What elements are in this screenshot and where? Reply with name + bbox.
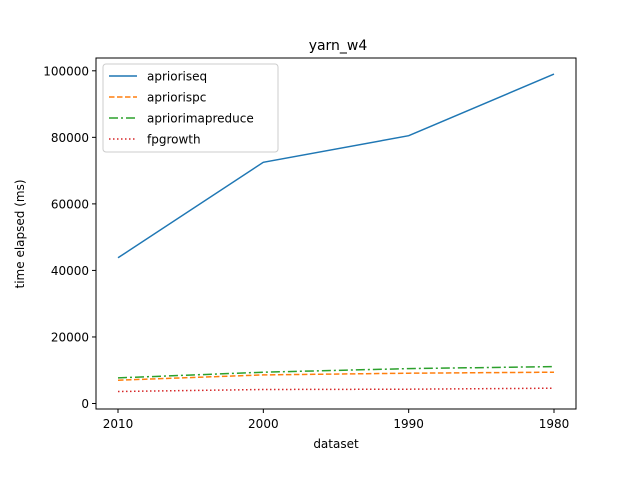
- y-tick-label: 80000: [51, 131, 89, 145]
- plot-area: [117, 73, 555, 393]
- series-line-apriorispc: [117, 371, 555, 381]
- legend: aprioriseq apriorispc apriorimapreduce fpgr…: [102, 63, 279, 153]
- y-tick-label: 60000: [51, 197, 89, 211]
- x-tick-label: 1980: [539, 417, 570, 431]
- x-tick-label: 2010: [103, 417, 134, 431]
- y-axis-label: time elapsed (ms): [13, 180, 27, 289]
- axes: 2010 2000 1990 1980 0 20000 40000 60000 80000 100…: [43, 64, 569, 431]
- x-tick-label: 1990: [393, 417, 424, 431]
- series-line-fpgrowth: [117, 387, 555, 393]
- legend-label: apriorimapreduce: [147, 112, 254, 126]
- chart-title: yarn_w4: [309, 38, 368, 54]
- legend-label: apriorispc: [147, 91, 206, 105]
- plot-frame: [95, 57, 577, 410]
- legend-label: aprioriseq: [147, 70, 207, 84]
- legend-label: fpgrowth: [147, 133, 201, 147]
- y-tick-label: 40000: [51, 264, 89, 278]
- y-tick-label: 0: [81, 397, 89, 411]
- series-line-apriorimapreduce: [117, 365, 555, 379]
- series-line-aprioriseq: [117, 73, 555, 259]
- y-tick-label: 100000: [43, 64, 89, 78]
- legend-box: [102, 63, 279, 153]
- x-tick-label: 2000: [248, 417, 279, 431]
- x-axis-label: dataset: [313, 437, 359, 451]
- y-tick-label: 20000: [51, 330, 89, 344]
